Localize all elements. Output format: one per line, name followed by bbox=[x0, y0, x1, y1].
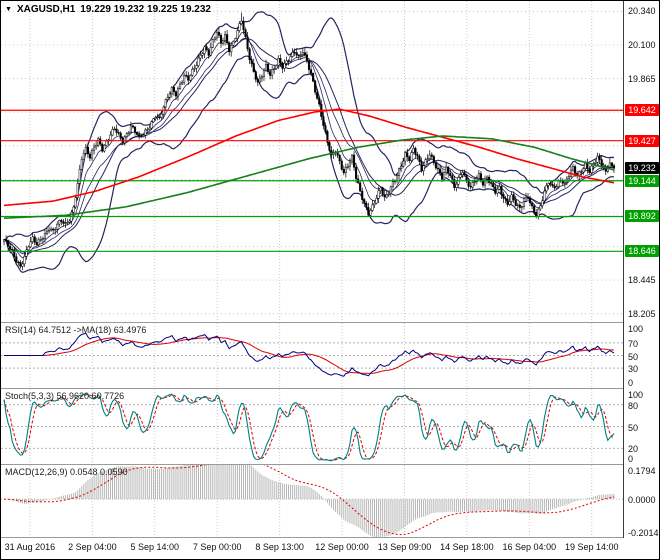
time-axis: 31 Aug 2016 2 Sep 04:00 5 Sep 14:00 7 Sep 0… bbox=[1, 538, 659, 559]
panel-divider[interactable] bbox=[1, 388, 659, 389]
macd-plot[interactable] bbox=[1, 465, 623, 537]
price-chart-panel: ▼ XAGUSD,H1 19.229 19.232 19.225 19.232 bbox=[1, 1, 623, 322]
time-axis-label: 8 Sep 13:00 bbox=[255, 542, 304, 552]
time-axis-label: 31 Aug 2016 bbox=[4, 542, 56, 552]
time-axis-label: 13 Sep 09:00 bbox=[377, 542, 432, 552]
rsi-axis-label: 100 bbox=[628, 324, 644, 334]
support-level-box: 18.646 bbox=[625, 245, 659, 258]
price-axis-label: 18.445 bbox=[628, 274, 656, 285]
stoch-axis-label: 100 bbox=[628, 390, 644, 400]
current-price-box: 19.232 bbox=[625, 162, 659, 175]
rsi-axis-label: 0 bbox=[628, 378, 634, 388]
rsi-axis-label: 70 bbox=[628, 338, 639, 349]
time-axis-label: 5 Sep 14:00 bbox=[130, 542, 180, 552]
panel-divider[interactable] bbox=[1, 322, 659, 323]
price-axis-label: 20.340 bbox=[628, 6, 656, 17]
chart-title: ▼ XAGUSD,H1 19.229 19.232 19.225 19.232 bbox=[5, 4, 211, 15]
macd-header: MACD(12,26,9) 0.0548 0.0590 bbox=[5, 467, 128, 477]
macd-panel: MACD(12,26,9) 0.0548 0.0590 bbox=[1, 465, 623, 537]
macd-axis-label: -0.2014 bbox=[628, 528, 659, 538]
stochastic-panel: Stoch(5,3,3) 56.9620 60.7726 bbox=[1, 389, 623, 464]
rsi-plot[interactable] bbox=[1, 323, 623, 388]
panel-divider[interactable] bbox=[1, 464, 659, 465]
panel-divider bbox=[1, 537, 659, 538]
time-axis-label: 19 Sep 14:00 bbox=[564, 542, 619, 552]
support-level-box: 19.144 bbox=[625, 174, 659, 187]
candlestick-plot[interactable] bbox=[1, 1, 623, 322]
rsi-panel: RSI(14) 64.7512 ->MA(18) 63.4976 bbox=[1, 323, 623, 388]
symbol-timeframe: XAGUSD,H1 bbox=[16, 4, 76, 15]
stoch-axis-label: 50 bbox=[628, 422, 639, 433]
stoch-axis-label: 80 bbox=[628, 400, 639, 411]
rsi-axis-label: 50 bbox=[628, 351, 639, 362]
ohlc-readout: 19.229 19.232 19.225 19.232 bbox=[80, 4, 211, 15]
rsi-axis-label: 30 bbox=[628, 364, 639, 375]
price-axis-label: 19.865 bbox=[628, 73, 656, 84]
time-axis-label: 7 Sep 00:00 bbox=[192, 542, 242, 552]
resistance-level-box: 19.642 bbox=[625, 104, 659, 117]
resistance-level-box: 19.427 bbox=[625, 134, 659, 147]
time-axis-label: 14 Sep 18:00 bbox=[440, 542, 494, 552]
price-axis: 20.340 20.100 19.865 18.445 18.205 19.642 19.4… bbox=[623, 1, 659, 538]
time-axis-label: 2 Sep 04:00 bbox=[68, 542, 117, 552]
macd-axis-label: 0.1794 bbox=[628, 466, 656, 476]
stoch-axis-label: 20 bbox=[628, 444, 639, 455]
time-axis-label: 16 Sep 04:00 bbox=[502, 542, 557, 552]
chart-shift-icon: ▼ bbox=[5, 6, 12, 13]
price-axis-label: 20.100 bbox=[628, 40, 656, 51]
stoch-axis-label: 0 bbox=[628, 454, 634, 464]
stochastic-header: Stoch(5,3,3) 56.9620 60.7726 bbox=[5, 391, 125, 401]
rsi-header: RSI(14) 64.7512 ->MA(18) 63.4976 bbox=[5, 325, 147, 335]
support-level-box: 18.892 bbox=[625, 210, 659, 223]
time-axis-label: 12 Sep 00:00 bbox=[315, 542, 369, 552]
macd-axis-label: 0.0000 bbox=[628, 495, 656, 506]
price-axis-label: 18.205 bbox=[628, 308, 656, 319]
stochastic-plot[interactable] bbox=[1, 389, 623, 464]
